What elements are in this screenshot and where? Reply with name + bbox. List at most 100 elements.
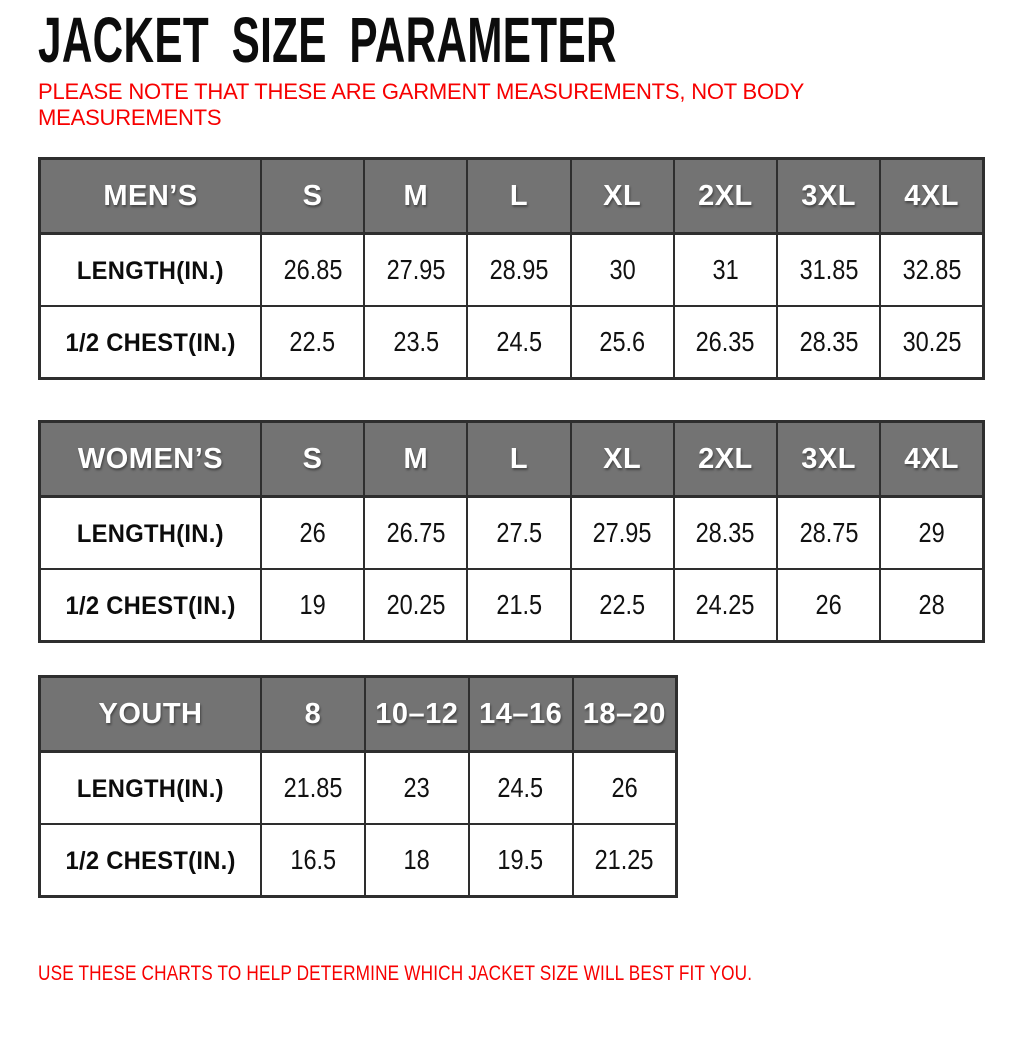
- column-header-text: 3XL: [801, 442, 856, 475]
- value-text: 20.25: [386, 589, 446, 620]
- spacer: [0, 643, 1024, 675]
- value-text: 26.85: [283, 254, 343, 285]
- value-text: 26.35: [695, 326, 755, 357]
- table-row: LENGTH(IN.) 26 26.75 27.5 27.95 28.35 28.75 29: [38, 495, 985, 570]
- column-header-text: 2XL: [698, 442, 753, 475]
- value-cell: 26.75: [363, 495, 469, 570]
- value-cell: 28.75: [776, 495, 882, 570]
- value-cell: 26: [259, 495, 366, 570]
- column-header-cell: M: [363, 157, 469, 235]
- value-text: 19: [299, 589, 326, 620]
- value-cell: 25.6: [569, 305, 675, 380]
- fit-advice-footer: USE THESE CHARTS TO HELP DETERMINE WHICH…: [38, 962, 1024, 984]
- column-header-text: 18–20: [582, 697, 666, 730]
- column-header-cell: 4XL: [879, 420, 985, 498]
- value-text: 22.5: [599, 589, 646, 620]
- table-title-text: YOUTH: [98, 697, 203, 730]
- column-header-cell: 8: [260, 675, 366, 753]
- row-label-text: 1/2 CHEST(IN.): [65, 329, 236, 357]
- value-text: 28.35: [695, 517, 755, 548]
- page-title: JACKET SIZE PARAMETER: [38, 8, 1024, 72]
- note-line-2: MEASUREMENTS: [38, 105, 222, 130]
- column-header-text: M: [403, 179, 429, 212]
- value-cell: 23.5: [363, 305, 469, 380]
- value-text: 29: [918, 517, 945, 548]
- column-header-cell: 3XL: [776, 420, 882, 498]
- youth-size-table: YOUTH 8 10–12 14–16 18–20 LENGTH(IN.) 21.85 23…: [38, 675, 678, 898]
- value-text: 27.95: [386, 254, 446, 285]
- column-header-cell: 14–16: [467, 675, 574, 753]
- value-text: 31: [712, 254, 739, 285]
- table-title-cell: MEN’S: [38, 157, 262, 235]
- value-cell: 21.5: [466, 568, 572, 643]
- value-text: 23: [403, 772, 430, 803]
- column-header-cell: XL: [569, 420, 675, 498]
- value-cell: 30: [569, 232, 675, 307]
- value-text: 25.6: [599, 326, 646, 357]
- value-cell: 30.25: [879, 305, 985, 380]
- value-text: 27.95: [592, 517, 652, 548]
- table-row: LENGTH(IN.) 21.85 23 24.5 26: [38, 750, 678, 825]
- value-cell: 28.35: [672, 495, 779, 570]
- value-text: 31.85: [799, 254, 859, 285]
- value-cell: 21.25: [571, 823, 678, 898]
- value-cell: 16.5: [260, 823, 366, 898]
- row-label-cell: 1/2 CHEST(IN.): [38, 568, 262, 643]
- column-header-text: XL: [603, 179, 642, 212]
- value-cell: 28: [879, 568, 985, 643]
- column-header-cell: 3XL: [776, 157, 882, 235]
- column-header-text: M: [403, 442, 429, 475]
- value-cell: 28.95: [466, 232, 572, 307]
- row-label-text: LENGTH(IN.): [77, 257, 224, 285]
- row-label-cell: 1/2 CHEST(IN.): [38, 823, 262, 898]
- value-cell: 24.5: [467, 750, 574, 825]
- value-cell: 22.5: [259, 305, 366, 380]
- table-row: 1/2 CHEST(IN.) 22.5 23.5 24.5 25.6 26.35 28.35…: [38, 305, 985, 380]
- value-text: 18: [403, 844, 430, 875]
- column-header-cell: 2XL: [672, 157, 779, 235]
- value-text: 24.5: [496, 326, 542, 357]
- value-cell: 27.95: [363, 232, 469, 307]
- table-title-text: WOMEN’S: [77, 442, 224, 475]
- value-text: 19.5: [497, 844, 544, 875]
- column-header-text: S: [302, 442, 323, 475]
- value-text: 28.75: [799, 517, 859, 548]
- column-header-text: S: [302, 179, 323, 212]
- value-text: 22.5: [289, 326, 336, 357]
- value-text: 21.5: [496, 589, 542, 620]
- value-text: 28.35: [799, 326, 859, 357]
- row-label-cell: 1/2 CHEST(IN.): [38, 305, 262, 380]
- column-header-text: 3XL: [801, 179, 856, 212]
- value-text: 26: [299, 517, 326, 548]
- row-label-cell: LENGTH(IN.): [38, 750, 262, 825]
- womens-header-row: WOMEN’S S M L XL 2XL 3XL 4XL: [38, 420, 985, 498]
- womens-size-table: WOMEN’S S M L XL 2XL 3XL 4XL LENGTH(IN.) 26 26.75…: [38, 420, 985, 643]
- column-header-text: 4XL: [904, 442, 959, 475]
- value-cell: 26: [776, 568, 882, 643]
- value-text: 27.5: [496, 517, 542, 548]
- value-cell: 19: [259, 568, 366, 643]
- value-text: 21.25: [594, 844, 654, 875]
- value-text: 21.85: [283, 772, 343, 803]
- table-row: LENGTH(IN.) 26.85 27.95 28.95 30 31 31.85 32.85: [38, 232, 985, 307]
- value-cell: 27.95: [569, 495, 675, 570]
- value-cell: 19.5: [467, 823, 574, 898]
- value-cell: 18: [363, 823, 470, 898]
- value-text: 28.95: [489, 254, 549, 285]
- spacer: [0, 380, 1024, 420]
- column-header-cell: L: [466, 420, 572, 498]
- row-label-text: LENGTH(IN.): [77, 520, 224, 548]
- value-cell: 24.5: [466, 305, 572, 380]
- value-text: 30.25: [902, 326, 962, 357]
- value-cell: 26.35: [672, 305, 779, 380]
- value-cell: 31: [672, 232, 779, 307]
- column-header-text: 10–12: [375, 697, 459, 730]
- value-cell: 26.85: [259, 232, 366, 307]
- column-header-text: XL: [603, 442, 642, 475]
- value-text: 26: [815, 589, 842, 620]
- table-title-cell: WOMEN’S: [38, 420, 262, 498]
- table-title-text: MEN’S: [103, 179, 198, 212]
- value-cell: 26: [571, 750, 678, 825]
- table-title-cell: YOUTH: [38, 675, 262, 753]
- table-row: 1/2 CHEST(IN.) 16.5 18 19.5 21.25: [38, 823, 678, 898]
